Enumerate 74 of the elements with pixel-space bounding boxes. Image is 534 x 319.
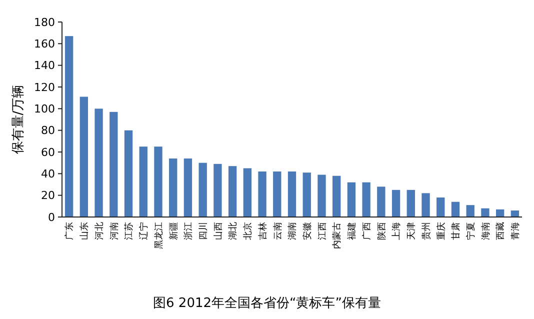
- bar: [377, 186, 386, 217]
- x-tick-label: 重庆: [436, 222, 447, 240]
- bar: [80, 96, 88, 217]
- bar: [64, 36, 74, 217]
- x-tick-label: 吉林: [257, 222, 268, 240]
- text: 图6 2012年全国各省份“黄标车”保有量: [153, 296, 381, 311]
- bar: [302, 172, 311, 217]
- x-tick-label: 江苏: [124, 222, 135, 240]
- bar: [139, 146, 148, 217]
- bar: [362, 182, 370, 217]
- y-tick-label: 20: [41, 189, 55, 202]
- y-tick-label: 160: [34, 38, 55, 51]
- x-tick-label: 云南: [272, 222, 284, 240]
- bar: [288, 172, 296, 217]
- bar: [496, 209, 504, 217]
- x-tick-label: 江西: [316, 222, 328, 240]
- x-tick-label: 福建: [346, 222, 358, 240]
- x-tick-label: 广西: [361, 222, 372, 240]
- bar: [273, 172, 282, 217]
- x-tick-label: 山西: [212, 222, 224, 240]
- bar: [243, 168, 252, 217]
- bar: [347, 182, 356, 217]
- bar: [510, 210, 520, 217]
- y-tick-label: 40: [41, 168, 55, 181]
- y-tick-label: 180: [34, 16, 55, 29]
- x-tick-label: 四川: [198, 222, 209, 240]
- bar: [422, 193, 430, 217]
- x-tick-label: 西藏: [495, 222, 506, 240]
- y-axis-title: 保有量/万辆: [11, 84, 26, 154]
- x-tick-label: 海南: [480, 222, 492, 240]
- bar: [110, 112, 118, 217]
- x-tick-label: 山东: [79, 222, 90, 240]
- bar: [94, 108, 103, 217]
- x-tick-label: 湖北: [228, 222, 239, 240]
- x-tick-label: 青海: [510, 222, 522, 240]
- x-tick-label: 上海: [391, 222, 402, 240]
- bar: [198, 162, 207, 217]
- bar: [332, 176, 341, 217]
- bar: [214, 164, 222, 217]
- x-tick-label: 黑龙江: [153, 222, 164, 249]
- x-tick-label: 贵州: [420, 222, 432, 240]
- y-tick-label: 60: [41, 146, 55, 159]
- bar: [184, 158, 192, 217]
- x-tick-label: 湖南: [287, 222, 298, 240]
- bar: [406, 190, 415, 217]
- x-tick-label: 浙江: [183, 222, 194, 240]
- bar: [124, 130, 133, 217]
- bar: [228, 166, 237, 217]
- x-tick-label: 甘肃: [450, 222, 462, 240]
- x-tick-label: 北京: [242, 222, 254, 240]
- x-tick-label: 辽宁: [138, 222, 150, 240]
- x-tick-label: 广东: [64, 222, 76, 240]
- y-tick-label: 140: [34, 59, 55, 72]
- y-tick-label: 0: [48, 210, 55, 224]
- bar: [154, 146, 162, 217]
- x-tick-label: 河北: [94, 222, 105, 240]
- x-tick-label: 内蒙古: [332, 222, 343, 249]
- bar: [481, 208, 490, 217]
- bar: [436, 198, 445, 217]
- x-tick-label: 天津: [406, 222, 418, 240]
- y-tick-label: 100: [34, 102, 55, 116]
- x-tick-label: 河南: [108, 222, 120, 240]
- bar: [258, 172, 266, 217]
- bar: [451, 202, 460, 217]
- y-tick-label: 80: [41, 124, 55, 138]
- x-tick-label: 陕西: [376, 222, 388, 240]
- bar: [466, 205, 474, 217]
- bar: [318, 174, 326, 217]
- x-tick-label: 新疆: [168, 222, 180, 240]
- x-tick-label: 宁夏: [466, 222, 476, 240]
- x-tick-label: 安徽: [302, 222, 314, 240]
- bar: [392, 190, 400, 217]
- bar: [169, 158, 178, 217]
- y-tick-label: 120: [34, 80, 55, 94]
